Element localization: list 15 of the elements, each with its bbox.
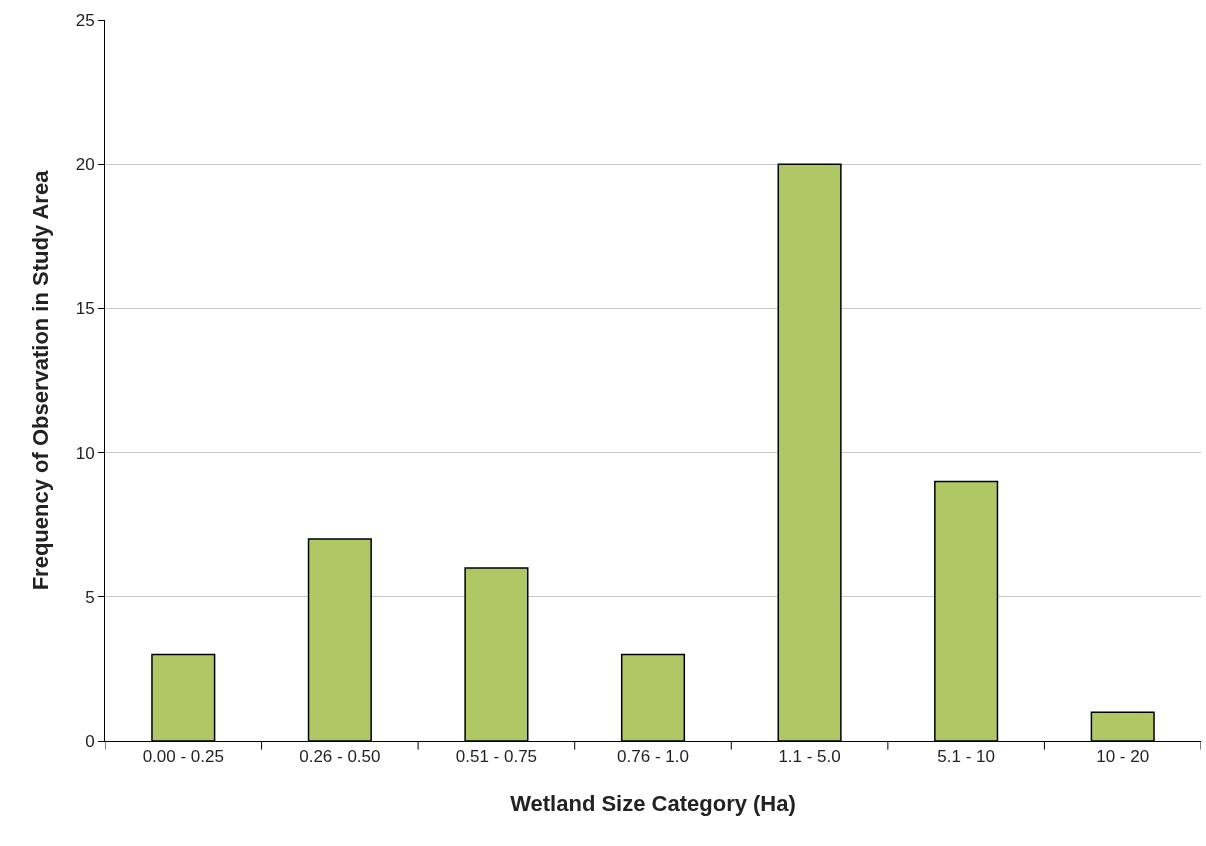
x-tick-label: 0.00 - 0.25	[142, 747, 224, 767]
x-tick-label: 5.1 - 10	[937, 747, 995, 767]
y-tick-label: 10	[75, 443, 95, 463]
y-axis-title: Frequency of Observation in Study Area	[28, 169, 54, 591]
x-axis-title: Wetland Size Category (Ha)	[510, 791, 796, 817]
x-tick-label: 10 - 20	[1096, 747, 1150, 767]
y-tick-label: 20	[75, 155, 95, 175]
y-tick-label: 25	[75, 10, 95, 30]
x-tick-label: 0.26 - 0.50	[299, 747, 381, 767]
x-tick-label: 0.51 - 0.75	[455, 747, 538, 767]
x-tick-label: 1.1 - 5.0	[778, 747, 841, 767]
y-tick-label: 15	[75, 299, 95, 319]
x-tick-label: 0.76 - 1.0	[617, 747, 689, 767]
y-tick-label: 5	[85, 587, 95, 607]
y-tick-label: 0	[85, 731, 95, 751]
